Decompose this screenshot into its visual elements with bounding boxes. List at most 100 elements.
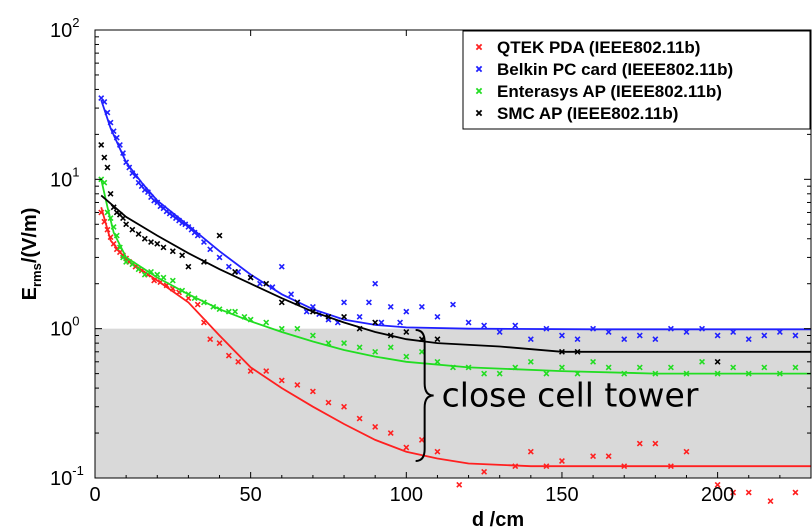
- series-3-point: [450, 364, 456, 371]
- series-3-point: [667, 364, 674, 371]
- legend-marker: [475, 109, 483, 117]
- y-tick-label: 102: [50, 15, 79, 42]
- series-2-point: [450, 301, 456, 308]
- series-3-point: [141, 271, 148, 278]
- series-3-point: [278, 325, 285, 332]
- series-1-point: [98, 209, 105, 216]
- series-4-point: [232, 268, 239, 275]
- series-1-point: [194, 301, 201, 308]
- series-2-point: [403, 308, 410, 315]
- y-tick-label: 10-1: [50, 463, 84, 490]
- series-1-point: [207, 336, 214, 343]
- series-2-point: [387, 303, 394, 310]
- series-4-point: [278, 299, 285, 306]
- series-4-point: [160, 244, 167, 251]
- series-1-point: [104, 226, 111, 233]
- series-3-point: [169, 277, 176, 284]
- series-4-point: [110, 204, 117, 211]
- series-4-point: [356, 325, 363, 332]
- series-2-point: [792, 332, 799, 339]
- series-3-point: [636, 364, 643, 371]
- series-3-point: [110, 223, 117, 230]
- series-3-point: [113, 232, 120, 239]
- series-2-point: [225, 263, 232, 270]
- series-3-point: [776, 370, 783, 377]
- series-3-point: [496, 370, 503, 377]
- series-4-point: [434, 336, 441, 343]
- series-4-point: [104, 164, 111, 171]
- series-4-point: [247, 274, 254, 281]
- series-2-point: [496, 329, 503, 335]
- series-2-point: [107, 119, 114, 126]
- series-2-point: [120, 150, 126, 157]
- series-2-point: [683, 329, 690, 335]
- series-4-point: [263, 280, 270, 287]
- series-2-point: [365, 299, 372, 306]
- series-4-point: [216, 232, 223, 239]
- series-2-point: [418, 303, 425, 310]
- series-3-point: [309, 332, 316, 339]
- series-3-point: [699, 358, 706, 365]
- series-1-point: [605, 453, 612, 460]
- series-2-point: [714, 332, 721, 339]
- legend-marker: [475, 43, 483, 51]
- series-2-point: [200, 239, 207, 246]
- series-3-point: [116, 244, 123, 251]
- series-2-point: [132, 173, 139, 180]
- series-3-point: [356, 344, 363, 351]
- series-3-point: [714, 370, 721, 377]
- series-2-point: [113, 134, 120, 141]
- series-2-point: [144, 189, 151, 196]
- series-2-point: [110, 128, 117, 135]
- series-4-point: [135, 231, 142, 238]
- series-1-point: [683, 448, 690, 455]
- series-1-point: [356, 415, 363, 422]
- series-3-point: [434, 358, 441, 365]
- series-3-point: [372, 348, 379, 355]
- series-2-point: [667, 325, 674, 332]
- series-2-point: [776, 329, 783, 335]
- series-1-point: [543, 463, 550, 470]
- series-4-point: [141, 235, 148, 242]
- series-1-point: [151, 277, 158, 284]
- series-3-point: [543, 370, 550, 377]
- series-2-point: [745, 336, 752, 343]
- series-2-point: [216, 254, 223, 261]
- series-3-point: [160, 274, 167, 281]
- series-4-point: [341, 313, 348, 320]
- series-3-point: [263, 319, 270, 326]
- series-1-point: [263, 368, 270, 375]
- series-4-point: [387, 332, 394, 339]
- legend: QTEK PDA (IEEE802.11b) Belkin PC card (IE…: [462, 30, 811, 130]
- series-1-point: [481, 468, 488, 475]
- series-1-point: [387, 430, 394, 437]
- series-1-point: [456, 481, 463, 488]
- series-3-point: [154, 271, 161, 278]
- series-1-point: [714, 481, 721, 488]
- series-1-point: [309, 388, 316, 395]
- series-2-point: [309, 303, 316, 310]
- series-3-point: [179, 287, 186, 294]
- series-2-point: [123, 159, 130, 166]
- series-3-point: [481, 370, 488, 377]
- series-1-point: [512, 463, 519, 470]
- series-2-point: [207, 246, 214, 253]
- series-3-point: [403, 353, 410, 360]
- series-1-point: [403, 444, 410, 451]
- series-1-point: [278, 377, 285, 384]
- series-3-point: [761, 364, 768, 371]
- y-tick-label: 100: [50, 314, 79, 341]
- series-4-point: [101, 154, 108, 161]
- series-1-point: [621, 463, 628, 470]
- series-3-point: [148, 268, 155, 275]
- y-axis-title-tail: /(V/m): [19, 208, 41, 264]
- series-3-point: [294, 325, 301, 332]
- series-3-point: [232, 308, 239, 315]
- series-3-point: [683, 370, 690, 377]
- series-3-point: [465, 364, 472, 371]
- series-1-point: [341, 403, 348, 410]
- series-4-point: [185, 263, 192, 270]
- series-2-point: [194, 232, 201, 239]
- series-4-point: [574, 348, 581, 355]
- series-4-point: [309, 308, 316, 315]
